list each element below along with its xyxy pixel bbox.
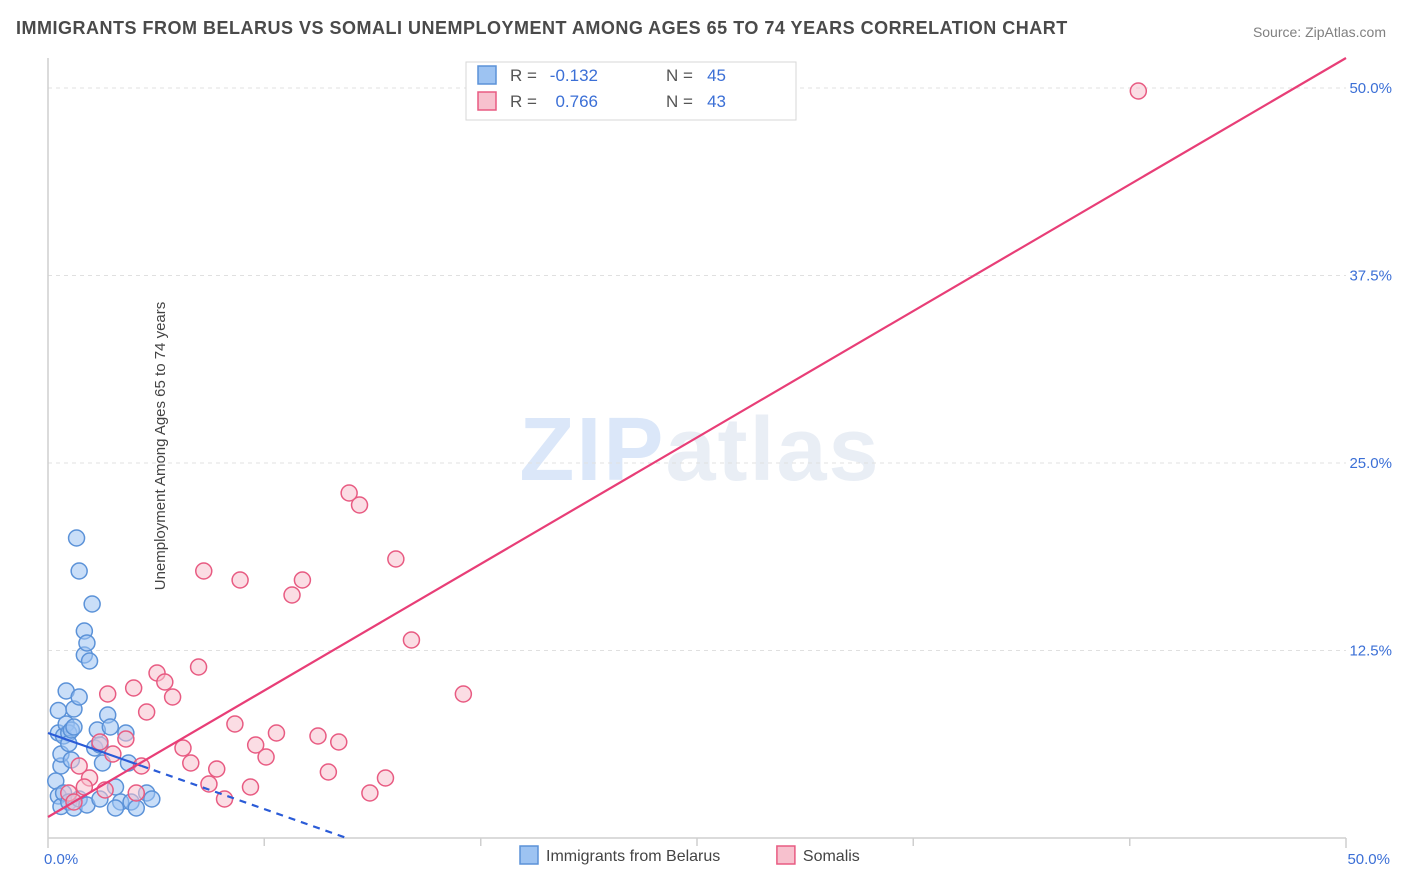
data-point: [71, 563, 87, 579]
legend-swatch: [478, 92, 496, 110]
data-point: [388, 551, 404, 567]
legend-swatch: [777, 846, 795, 864]
x-tick-label: 50.0%: [1347, 851, 1390, 868]
data-point: [71, 689, 87, 705]
data-point: [294, 572, 310, 588]
data-point: [128, 800, 144, 816]
trend-line: [48, 58, 1346, 817]
data-point: [66, 719, 82, 735]
y-tick-label: 12.5%: [1349, 643, 1392, 660]
data-point: [209, 761, 225, 777]
corr-n-label: N =: [666, 92, 693, 111]
data-point: [118, 731, 134, 747]
data-point: [191, 659, 207, 675]
x-tick-label: 0.0%: [44, 851, 78, 868]
data-point: [92, 734, 108, 750]
data-point: [128, 785, 144, 801]
data-point: [139, 704, 155, 720]
data-point: [100, 686, 116, 702]
data-point: [310, 728, 326, 744]
data-point: [144, 791, 160, 807]
y-tick-label: 37.5%: [1349, 268, 1392, 285]
legend-swatch: [478, 66, 496, 84]
data-point: [82, 653, 98, 669]
data-point: [258, 749, 274, 765]
corr-r-value: 0.766: [555, 92, 598, 111]
data-point: [196, 563, 212, 579]
chart-svg: ZIPatlas 12.5% 25.0% 37.5% 50.0% 0.0% 50.0% R =…: [0, 0, 1406, 892]
data-point: [227, 716, 243, 732]
data-point: [102, 719, 118, 735]
data-point: [1130, 83, 1146, 99]
data-point: [352, 497, 368, 513]
legend-label: Somalis: [803, 848, 860, 865]
data-point: [107, 800, 123, 816]
trend-line-dashed: [141, 766, 346, 838]
y-tick-label: 25.0%: [1349, 455, 1392, 472]
legend-label: Immigrants from Belarus: [546, 848, 720, 865]
data-point: [284, 587, 300, 603]
data-point: [331, 734, 347, 750]
corr-r-label: R =: [510, 66, 537, 85]
corr-n-value: 43: [707, 92, 726, 111]
data-point: [165, 689, 181, 705]
y-tick-label: 50.0%: [1349, 80, 1392, 97]
data-point: [84, 596, 100, 612]
data-point: [362, 785, 378, 801]
data-point: [377, 770, 393, 786]
data-point: [403, 632, 419, 648]
corr-n-value: 45: [707, 66, 726, 85]
data-point: [126, 680, 142, 696]
data-point: [320, 764, 336, 780]
data-point: [268, 725, 284, 741]
data-point: [69, 530, 85, 546]
data-point: [455, 686, 471, 702]
bottom-legend: Immigrants from Belarus Somalis: [520, 846, 860, 865]
legend-swatch: [520, 846, 538, 864]
data-point: [79, 635, 95, 651]
corr-n-label: N =: [666, 66, 693, 85]
data-point: [157, 674, 173, 690]
data-point: [183, 755, 199, 771]
watermark: ZIPatlas: [519, 400, 880, 500]
corr-r-value: -0.132: [550, 66, 598, 85]
corr-r-label: R =: [510, 92, 537, 111]
data-point: [232, 572, 248, 588]
data-point: [242, 779, 258, 795]
